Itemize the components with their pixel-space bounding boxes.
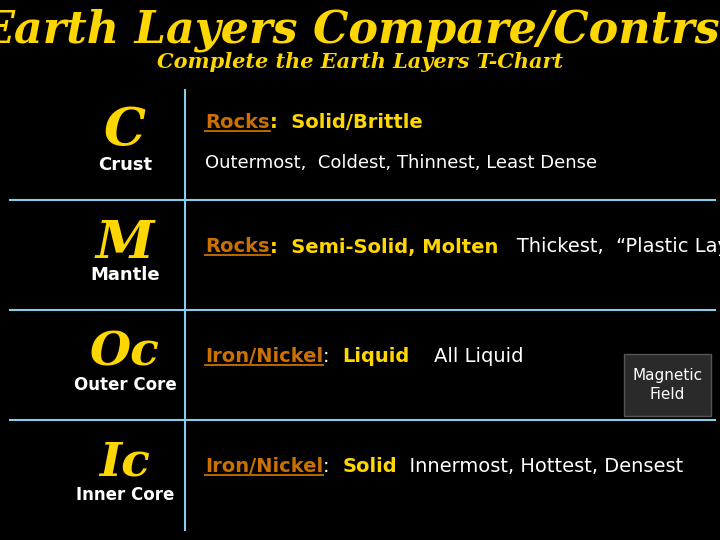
Text: Complete the Earth Layers T-Chart: Complete the Earth Layers T-Chart [157, 52, 563, 72]
Text: Ic: Ic [99, 440, 150, 486]
FancyBboxPatch shape [624, 354, 711, 416]
Text: C: C [104, 105, 146, 156]
Text: All Liquid: All Liquid [410, 348, 524, 367]
Text: :  Solid/Brittle: : Solid/Brittle [269, 113, 422, 132]
Text: Mantle: Mantle [90, 266, 160, 284]
Text: Thickest,  “Plastic Layer”: Thickest, “Plastic Layer” [498, 238, 720, 256]
Text: Rocks: Rocks [205, 113, 269, 132]
Text: Iron/Nickel: Iron/Nickel [205, 457, 323, 476]
Text: Crust: Crust [98, 156, 152, 174]
Text: Outer Core: Outer Core [73, 376, 176, 394]
Text: :: : [323, 457, 342, 476]
Text: Inner Core: Inner Core [76, 486, 174, 504]
Text: Innermost, Hottest, Densest: Innermost, Hottest, Densest [397, 457, 683, 476]
Text: Oc: Oc [90, 330, 160, 376]
Text: Rocks: Rocks [205, 238, 269, 256]
Text: :: : [323, 348, 342, 367]
Text: :  Semi-Solid, Molten: : Semi-Solid, Molten [269, 238, 498, 256]
Text: Solid: Solid [342, 457, 397, 476]
Text: Magnetic
Field: Magnetic Field [632, 368, 703, 402]
Text: Iron/Nickel: Iron/Nickel [205, 348, 323, 367]
Text: M: M [96, 218, 154, 268]
Text: Outermost,  Coldest, Thinnest, Least Dense: Outermost, Coldest, Thinnest, Least Dens… [205, 154, 597, 172]
Text: Liquid: Liquid [342, 348, 410, 367]
Text: Earth Layers Compare/Contrst: Earth Layers Compare/Contrst [0, 8, 720, 52]
